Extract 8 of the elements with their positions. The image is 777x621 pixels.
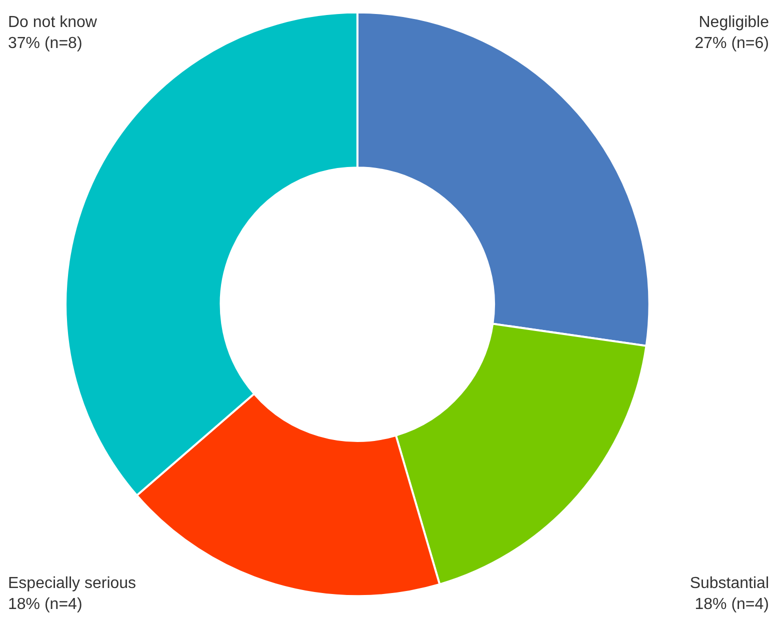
- data-label: 27% (n=6): [694, 35, 769, 52]
- data-label: 37% (n=8): [8, 35, 82, 52]
- data-label: 18% (n=4): [8, 596, 82, 613]
- slice-label: Do not know: [8, 14, 98, 31]
- slice-label: Negligible: [698, 14, 770, 31]
- slice-label: Substantial: [690, 575, 769, 592]
- slice-label: Especially serious: [8, 575, 136, 592]
- data-label: 18% (n=4): [694, 596, 769, 613]
